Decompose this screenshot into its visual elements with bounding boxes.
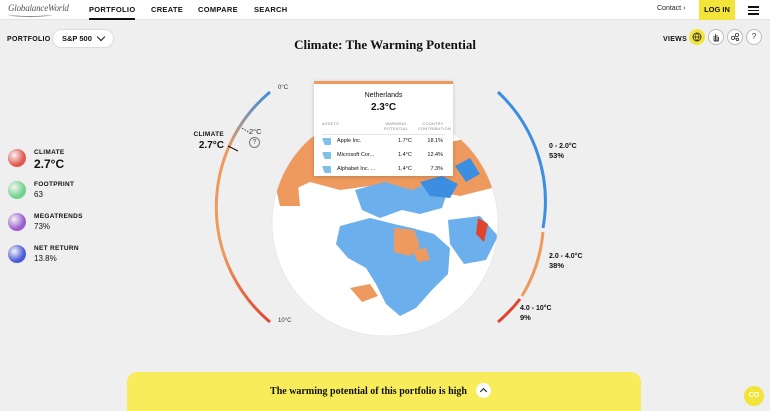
band-2-4: 2.0 - 4.0°C 38% bbox=[549, 253, 583, 270]
hand-icon bbox=[713, 34, 719, 42]
page-title: Climate: The Warming Potential bbox=[294, 37, 476, 52]
tooltip-row: Alphabet Inc. ... 1.4°C 7.3% bbox=[322, 164, 445, 178]
asset-contribution: 12.4% bbox=[427, 152, 443, 158]
nav-compare[interactable]: COMPARE bbox=[198, 5, 238, 14]
scale-min-label: 0°C bbox=[278, 85, 289, 91]
temperature-scale-arc bbox=[214, 90, 271, 324]
view-hand-button[interactable] bbox=[708, 29, 724, 45]
band-range: 0 - 2.0°C bbox=[549, 143, 577, 150]
target-help-icon[interactable]: ? bbox=[249, 137, 260, 148]
band-range: 2.0 - 4.0°C bbox=[549, 253, 583, 260]
megatrends-metric-icon bbox=[8, 213, 26, 231]
portfolio-select[interactable]: S&P 500 bbox=[52, 29, 114, 48]
climate-marker-tick bbox=[227, 145, 239, 152]
view-help-button[interactable]: ? bbox=[746, 29, 762, 45]
band-share: 53% bbox=[549, 151, 565, 160]
metric-value: 13.8% bbox=[34, 254, 57, 263]
chevron-up-icon bbox=[479, 387, 488, 396]
climate-metric-icon bbox=[8, 149, 26, 167]
portfolio-label: PORTFOLIO bbox=[7, 36, 51, 43]
band-range: 4.0 - 10°C bbox=[520, 305, 552, 312]
brand-logo[interactable]: GlobalanceWorld bbox=[8, 3, 69, 13]
asset-leaf-icon bbox=[322, 138, 331, 145]
view-globe-button[interactable] bbox=[689, 29, 705, 45]
views-label: VIEWS bbox=[663, 36, 688, 43]
target-value: 2°C bbox=[249, 127, 262, 136]
asset-contribution: 18.1% bbox=[427, 138, 443, 144]
asset-warming: 1.7°C bbox=[398, 138, 412, 144]
tooltip-row: Microsoft Cor... 1.4°C 12.4% bbox=[322, 150, 445, 164]
globe-icon bbox=[692, 32, 702, 42]
summary-banner[interactable]: The warming potential of this portfolio … bbox=[127, 372, 641, 411]
contact-link[interactable]: Contact › bbox=[657, 5, 686, 12]
tooltip-row: Apple Inc. 1.7°C 18.1% bbox=[322, 136, 445, 150]
band-0-2: 0 - 2.0°C 53% bbox=[549, 143, 577, 160]
chat-badge[interactable]: CO bbox=[744, 386, 764, 406]
footprint-metric-icon bbox=[8, 181, 26, 199]
band-share: 38% bbox=[549, 261, 565, 270]
metric-label: CLIMATE bbox=[34, 149, 65, 156]
molecule-icon bbox=[730, 32, 740, 42]
band-share: 9% bbox=[520, 313, 531, 322]
net-return-metric-icon bbox=[8, 245, 26, 263]
scale-max-label: 10°C bbox=[278, 318, 292, 324]
help-icon: ? bbox=[751, 32, 757, 41]
nav-search[interactable]: SEARCH bbox=[254, 5, 288, 14]
hamburger-menu-icon[interactable] bbox=[748, 6, 759, 15]
climate-marker: CLIMATE 2.7°C bbox=[188, 131, 224, 151]
metric-value: 2.7°C bbox=[34, 157, 65, 171]
tooltip-col-contribution: COUNTRY CONTRIBUTION bbox=[418, 121, 451, 131]
banner-text: The warming potential of this portfolio … bbox=[270, 386, 467, 397]
view-molecule-button[interactable] bbox=[727, 29, 743, 45]
metric-value: 63 bbox=[34, 190, 43, 199]
tooltip-col-warming: WARMING POTENTIAL bbox=[383, 121, 409, 131]
band-arc-0-2 bbox=[496, 90, 547, 229]
logo-arc bbox=[8, 12, 52, 17]
band-arc-2-4 bbox=[520, 231, 545, 297]
asset-warming: 1.4°C bbox=[398, 152, 412, 158]
banner-expand-button[interactable] bbox=[476, 383, 491, 398]
asset-leaf-icon bbox=[322, 166, 331, 173]
metric-label: FOOTPRINT bbox=[34, 181, 75, 188]
asset-contribution: 7.3% bbox=[430, 166, 443, 172]
top-navigation-bar: GlobalanceWorld PORTFOLIO CREATE COMPARE… bbox=[0, 0, 770, 20]
tooltip-temperature: 2.3°C bbox=[370, 102, 397, 113]
metric-label: MEGATRENDS bbox=[34, 213, 83, 220]
portfolio-select-value: S&P 500 bbox=[62, 34, 92, 43]
login-button[interactable]: LOG IN bbox=[699, 0, 735, 20]
asset-name: Apple Inc. bbox=[337, 138, 362, 144]
nav-create[interactable]: CREATE bbox=[151, 5, 184, 14]
asset-leaf-icon bbox=[322, 152, 331, 159]
band-4-10: 4.0 - 10°C 9% bbox=[520, 305, 552, 322]
nav-portfolio[interactable]: PORTFOLIO bbox=[89, 5, 136, 20]
country-tooltip: Netherlands 2.3°C ASSETS WARMING POTENTI… bbox=[314, 81, 453, 176]
tooltip-divider bbox=[322, 134, 445, 135]
asset-warming: 1.4°C bbox=[398, 166, 412, 172]
tooltip-country: Netherlands bbox=[364, 92, 403, 99]
metric-label: NET RETURN bbox=[34, 245, 79, 252]
metric-value: 73% bbox=[34, 222, 51, 231]
tooltip-col-assets: ASSETS bbox=[322, 121, 339, 126]
band-arc-4-10 bbox=[497, 298, 522, 324]
climate-marker-label: CLIMATE bbox=[193, 131, 224, 138]
asset-name: Alphabet Inc. ... bbox=[337, 166, 376, 172]
asset-name: Microsoft Cor... bbox=[337, 152, 374, 158]
climate-marker-value: 2.7°C bbox=[198, 140, 224, 151]
